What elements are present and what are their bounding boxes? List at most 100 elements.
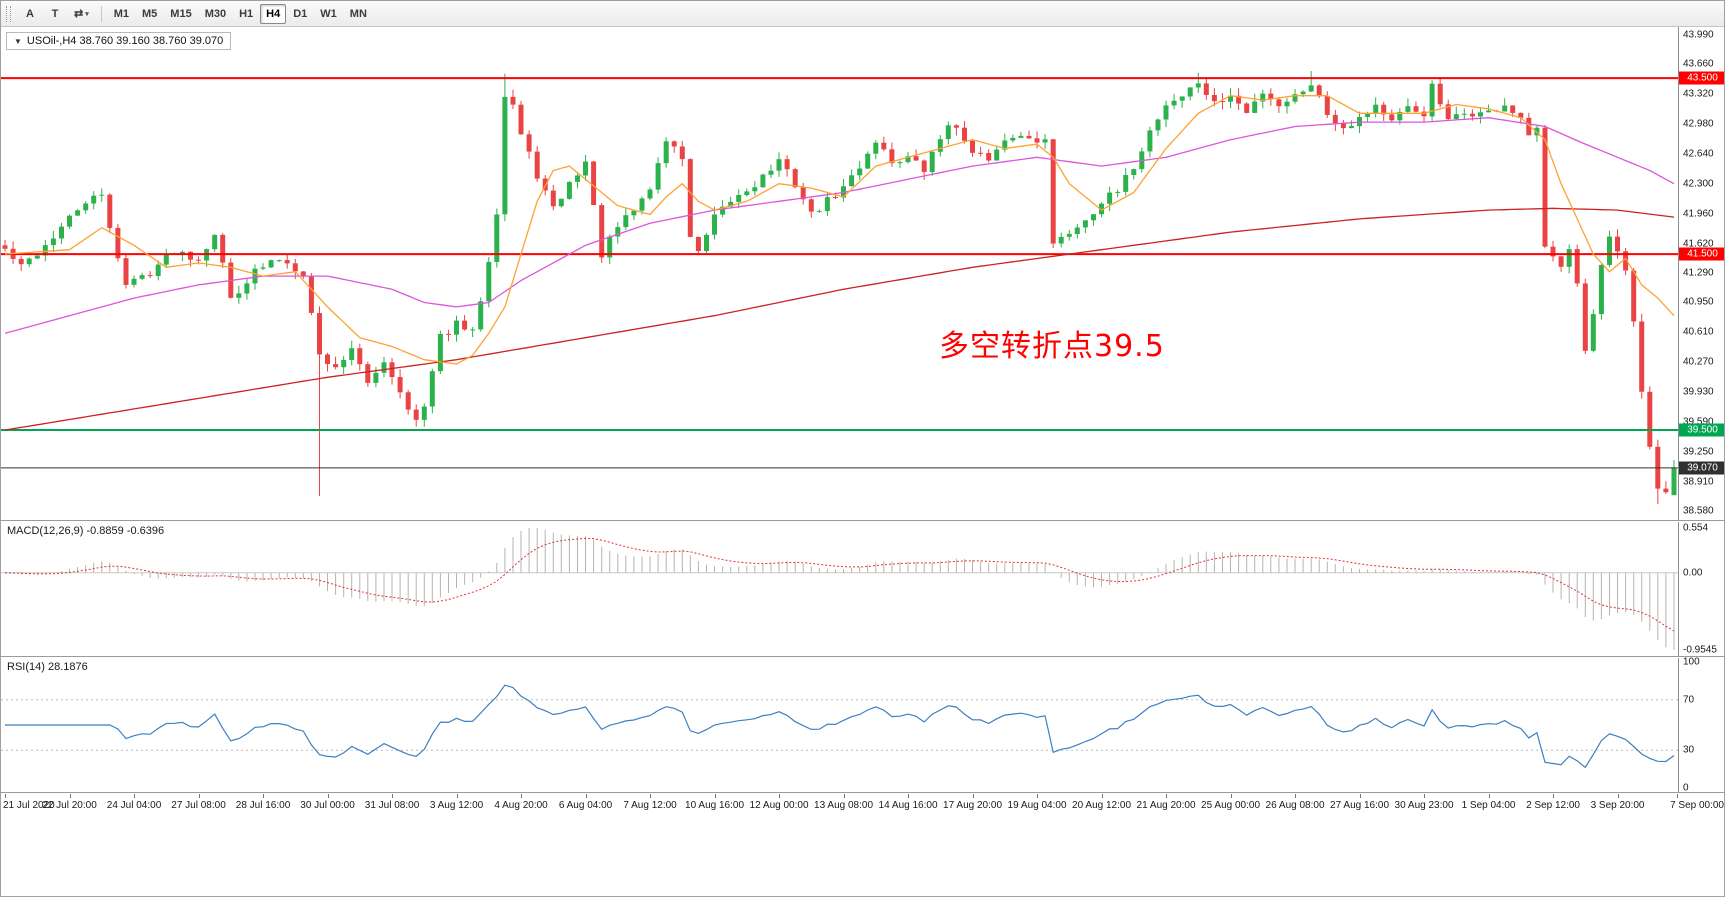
current-price-tag: 39.070 <box>1679 461 1724 475</box>
candlestick-chart[interactable] <box>1 27 1678 521</box>
time-tick-label: 20 Aug 12:00 <box>1072 800 1132 811</box>
macd-tick-label: 0.00 <box>1683 567 1703 579</box>
text-tool-button[interactable]: A <box>26 7 34 20</box>
price-tick-label: 42.640 <box>1683 148 1714 160</box>
macd-chart[interactable] <box>1 522 1678 657</box>
time-tick <box>585 794 587 798</box>
time-tick-label: 21 Jul 2020 <box>3 800 55 811</box>
time-tick <box>1617 794 1619 798</box>
time-tick <box>1553 794 1555 798</box>
time-tick <box>1488 794 1490 798</box>
rsi-panel[interactable]: 100 70 30 0 RSI(14) 28.1876 <box>1 656 1724 794</box>
time-tick <box>1166 794 1168 798</box>
time-tick-label: 26 Aug 08:00 <box>1265 800 1325 811</box>
price-tick-label: 43.990 <box>1683 29 1714 41</box>
time-tick-label: 4 Aug 20:00 <box>494 800 548 811</box>
price-tick-label: 39.250 <box>1683 446 1714 458</box>
moving-average-lines <box>4 95 1675 431</box>
time-tick <box>1424 794 1426 798</box>
price-tick-label: 42.980 <box>1683 118 1714 130</box>
time-tick-label: 6 Aug 04:00 <box>558 800 613 811</box>
chart-text-annotation[interactable]: 多空转折点39.5 <box>939 329 1165 364</box>
macd-panel[interactable]: 0.554 0.00 -0.9545 MACD(12,26,9) -0.8859 -… <box>1 522 1724 657</box>
time-tick <box>1101 794 1103 798</box>
chart-ohlc-title: USOil-,H4 38.760 39.160 38.760 39.070 <box>26 35 224 47</box>
chart-title-box[interactable]: ▼ USOil-,H4 38.760 39.160 38.760 39.070 <box>6 32 232 50</box>
expand-triangle-icon[interactable]: ▼ <box>14 36 22 46</box>
rsi-chart[interactable] <box>1 658 1678 793</box>
time-tick-label: 14 Aug 16:00 <box>878 800 938 811</box>
arrows-icon: ⇄ <box>74 8 84 20</box>
price-tick-label: 38.580 <box>1683 505 1714 517</box>
time-tick-label: 17 Aug 20:00 <box>943 800 1003 811</box>
rsi-line <box>5 684 1675 769</box>
macd-label: MACD(12,26,9) -0.8859 -0.6396 <box>7 525 165 537</box>
time-tick-label: 3 Aug 12:00 <box>429 800 484 811</box>
macd-histogram <box>12 528 1675 650</box>
time-tick-label: 10 Aug 16:00 <box>685 800 745 811</box>
time-tick <box>456 794 458 798</box>
price-tick-label: 39.590 <box>1683 416 1714 428</box>
slow-ma <box>4 207 1675 431</box>
price-tick-label: 40.950 <box>1683 296 1714 308</box>
time-tick <box>69 794 71 798</box>
time-tick <box>198 794 200 798</box>
macd-axis[interactable]: 0.554 0.00 -0.9545 <box>1678 522 1724 656</box>
timeframe-d1-button[interactable]: D1 <box>293 7 308 20</box>
macd-tick-label: -0.9545 <box>1683 644 1717 656</box>
time-tick-label: 2 Sep 12:00 <box>1526 800 1580 811</box>
time-tick-label: 7 Sep 00:00 <box>1670 800 1724 811</box>
horizontal-levels <box>1 77 1678 469</box>
window-bottom-area <box>1 816 1724 896</box>
rsi-tick-label: 30 <box>1683 744 1695 756</box>
time-tick-label: 30 Jul 00:00 <box>300 800 355 811</box>
time-tick-label: 12 Aug 00:00 <box>749 800 809 811</box>
rsi-tick-label: 70 <box>1683 694 1695 706</box>
rsi-axis[interactable]: 100 70 30 0 <box>1678 656 1724 794</box>
time-tick-label: 24 Jul 04:00 <box>106 800 162 811</box>
chevron-down-icon: ▾ <box>85 10 89 18</box>
timeframe-m5-button[interactable]: M5 <box>142 7 158 20</box>
arrows-tool-button[interactable]: ⇄ ▾ <box>68 4 95 24</box>
time-tick <box>327 794 329 798</box>
medium-ma <box>4 117 1675 334</box>
toolbar-drag-handle[interactable] <box>6 5 11 22</box>
time-tick-label: 27 Jul 08:00 <box>171 800 226 811</box>
price-tick-label: 39.930 <box>1683 386 1714 398</box>
text-label-tool-button[interactable]: T <box>51 7 59 20</box>
timeframe-m30-button[interactable]: M30 <box>204 7 227 20</box>
time-tick <box>5 794 7 798</box>
price-level-tag: 39.500 <box>1679 423 1724 437</box>
time-tick-label: 3 Sep 20:00 <box>1590 800 1645 811</box>
price-level-tag: 41.500 <box>1679 247 1724 261</box>
timeframe-h1-button[interactable]: H1 <box>239 7 254 20</box>
time-tick-label: 13 Aug 08:00 <box>814 800 874 811</box>
rsi-tick-label: 100 <box>1683 656 1700 668</box>
time-tick <box>263 794 265 798</box>
time-tick <box>908 794 910 798</box>
timeframe-m15-button[interactable]: M15 <box>170 7 192 20</box>
toolbar: A T ⇄ ▾ M1 M5 M15 M30 H1 H4 D1 W1 MN <box>1 1 1724 27</box>
timeframe-w1-button[interactable]: W1 <box>320 7 337 20</box>
time-tick <box>521 794 523 798</box>
time-tick <box>1295 794 1297 798</box>
price-tick-label: 43.660 <box>1683 58 1714 70</box>
time-tick <box>134 794 136 798</box>
price-chart-panel[interactable]: 43.990 43.660 43.320 42.980 42.640 42.300 41.9… <box>1 27 1724 521</box>
timeframe-m1-button[interactable]: M1 <box>113 7 130 20</box>
time-tick-label: 25 Aug 00:00 <box>1201 800 1261 811</box>
timeframe-h4-button[interactable]: H4 <box>260 3 287 24</box>
time-tick <box>972 794 974 798</box>
time-tick-label: 31 Jul 08:00 <box>364 800 420 811</box>
timeframe-mn-button[interactable]: MN <box>349 7 367 20</box>
time-tick <box>650 794 652 798</box>
price-axis[interactable]: 43.990 43.660 43.320 42.980 42.640 42.300 41.9… <box>1678 27 1724 520</box>
time-tick-label: 28 Jul 16:00 <box>235 800 291 811</box>
fast-ma <box>4 95 1675 365</box>
price-tick-label: 40.610 <box>1683 326 1714 338</box>
time-tick-label: 22 Jul 20:00 <box>42 800 97 811</box>
time-axis[interactable]: 21 Jul 2020 22 Jul 20:00 24 Jul 04:00 27 Ju… <box>1 794 1724 816</box>
time-tick <box>1037 794 1039 798</box>
price-tick-label: 41.290 <box>1683 267 1714 279</box>
